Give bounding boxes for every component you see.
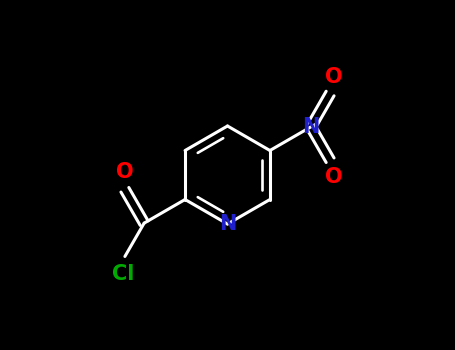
Text: O: O [325, 167, 343, 187]
Text: N: N [219, 214, 236, 234]
Text: O: O [325, 67, 343, 87]
Text: Cl: Cl [111, 264, 134, 284]
Text: O: O [116, 162, 134, 182]
Text: N: N [302, 117, 319, 137]
